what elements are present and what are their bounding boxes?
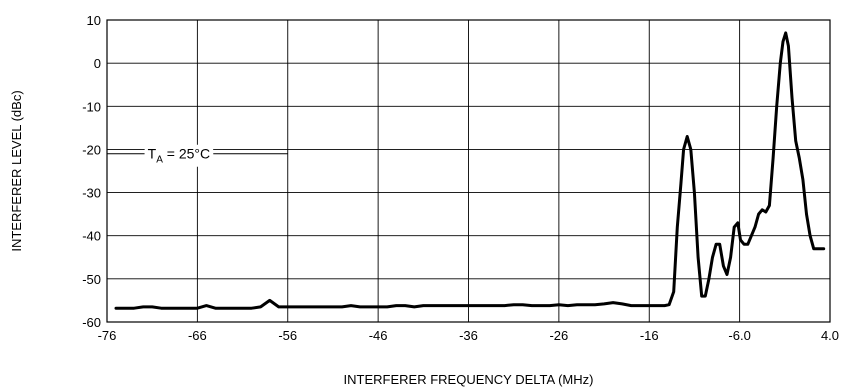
x-tick-label: -56 — [278, 328, 297, 343]
x-tick-label: -36 — [459, 328, 478, 343]
x-tick-label: 4.0 — [821, 328, 839, 343]
x-axis-ticks: -76 -66 -56 -46 -36 -26 -16 -6.0 4.0 — [98, 328, 839, 343]
annotation-background — [144, 144, 214, 167]
x-tick-label: -76 — [98, 328, 117, 343]
y-tick-label: 0 — [94, 56, 101, 71]
annotation-value: = 25°C — [163, 146, 210, 162]
series-line — [114, 31, 826, 310]
temperature-annotation: TA = 25°C — [107, 144, 288, 167]
x-tick-label: -6.0 — [728, 328, 750, 343]
x-tick-label: -46 — [369, 328, 388, 343]
plot-area — [106, 19, 831, 323]
x-tick-label: -66 — [188, 328, 207, 343]
y-axis-ticks: 10 0 -10 -20 -30 -40 -50 -60 — [82, 13, 101, 330]
y-tick-label: -30 — [82, 186, 101, 201]
y-tick-label: -40 — [82, 229, 101, 244]
y-tick-label: -10 — [82, 99, 101, 114]
y-tick-label: 10 — [87, 13, 101, 28]
annotation-text: TA = 25°C — [148, 146, 210, 166]
y-axis-title: INTERFERER LEVEL (dBc) — [9, 90, 24, 251]
annotation-symbol: T — [148, 146, 157, 162]
annotation-subscript: A — [156, 155, 163, 166]
y-tick-label: -20 — [82, 142, 101, 157]
x-tick-label: -16 — [640, 328, 659, 343]
y-tick-label: -50 — [82, 272, 101, 287]
x-tick-label: -26 — [549, 328, 568, 343]
x-axis-title: INTERFERER FREQUENCY DELTA (MHz) — [344, 372, 594, 387]
y-tick-label: -60 — [82, 315, 101, 330]
grid-lines — [106, 19, 831, 323]
